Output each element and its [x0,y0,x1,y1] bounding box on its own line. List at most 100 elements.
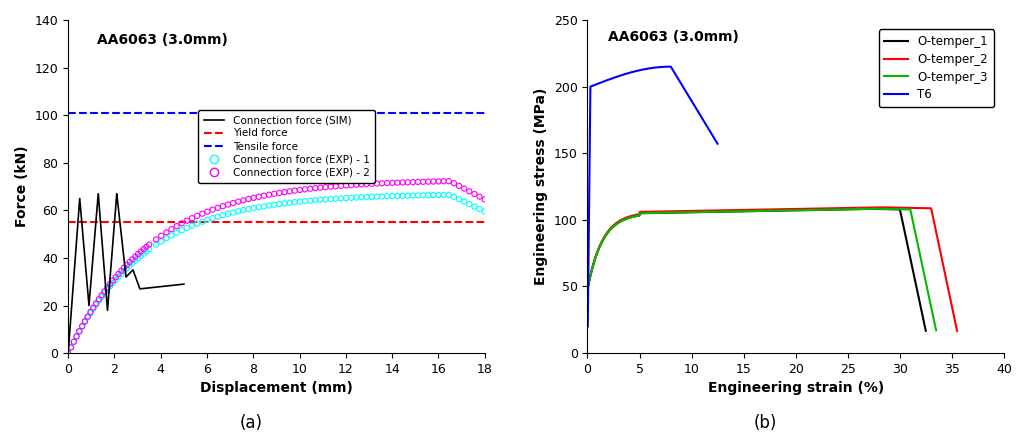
Point [153,232,169,239]
Point [127,253,144,260]
Point [118,261,135,268]
Point [266,191,282,197]
Point [343,181,359,188]
Point [374,193,390,200]
Point [184,215,200,222]
Point [328,183,344,190]
Point [256,203,272,210]
Point [333,182,349,189]
Point [225,209,241,216]
Point [141,241,157,248]
Point [102,283,118,290]
Point [88,301,105,308]
Point [276,200,293,207]
Point [358,181,375,187]
Point [405,192,421,199]
Point [108,276,124,283]
Point [158,235,175,242]
Point [235,197,252,204]
Point [251,204,267,211]
Point [153,238,169,245]
Point [85,304,102,311]
Point [240,196,257,203]
Point [79,314,96,321]
Point [410,178,426,185]
Point [333,195,349,202]
Point [66,338,82,345]
Point [281,188,298,195]
Point [384,193,401,200]
Point [113,270,129,277]
X-axis label: Engineering strain (%): Engineering strain (%) [708,381,884,395]
Point [271,190,288,197]
Point [466,203,483,210]
Point [163,232,180,239]
Point [353,194,370,201]
Point [69,333,85,340]
Y-axis label: Engineering stress (MPa): Engineering stress (MPa) [534,88,548,285]
Point [245,194,262,201]
Point [102,281,118,288]
Point [99,286,115,293]
Point [364,181,380,187]
Point [71,328,87,335]
Point [446,180,462,187]
Point [132,248,149,255]
Point [297,186,313,193]
Point [158,229,175,236]
Point [389,193,406,200]
Point [420,178,436,185]
Point [456,198,472,205]
Point [110,270,126,277]
Point [369,180,385,187]
Point [389,179,406,186]
Point [199,216,216,223]
Point [400,179,416,186]
Point [136,250,152,257]
Point [168,229,185,236]
Point [124,256,141,263]
Point [430,191,447,198]
Point [121,259,138,266]
Point [240,206,257,213]
Point [364,194,380,200]
Point [441,178,457,184]
Point [312,196,329,203]
Point [82,308,99,315]
Point [410,192,426,199]
Point [251,193,267,200]
Point [317,196,334,203]
Point [74,323,90,330]
Point [379,180,395,187]
Point [129,251,146,257]
Point [136,246,152,253]
Point [384,179,401,186]
Point [415,192,431,199]
Point [338,194,354,201]
Text: AA6063 (3.0mm): AA6063 (3.0mm) [98,33,228,48]
Point [179,217,195,224]
Point [369,193,385,200]
Point [184,222,200,229]
Point [477,196,493,203]
Point [148,241,164,248]
Point [215,212,231,219]
Point [90,297,107,304]
Point [435,191,452,198]
Point [292,187,308,194]
Point [245,205,262,212]
Point [292,198,308,205]
Point [93,292,110,299]
Point [220,201,236,208]
Point [189,213,205,219]
Point [105,280,121,286]
Point [425,192,442,199]
Point [379,193,395,200]
Point [90,296,107,303]
Point [451,196,467,203]
Point [204,215,221,222]
Point [82,310,99,317]
Point [435,178,452,185]
Point [307,197,324,203]
Point [124,260,141,267]
